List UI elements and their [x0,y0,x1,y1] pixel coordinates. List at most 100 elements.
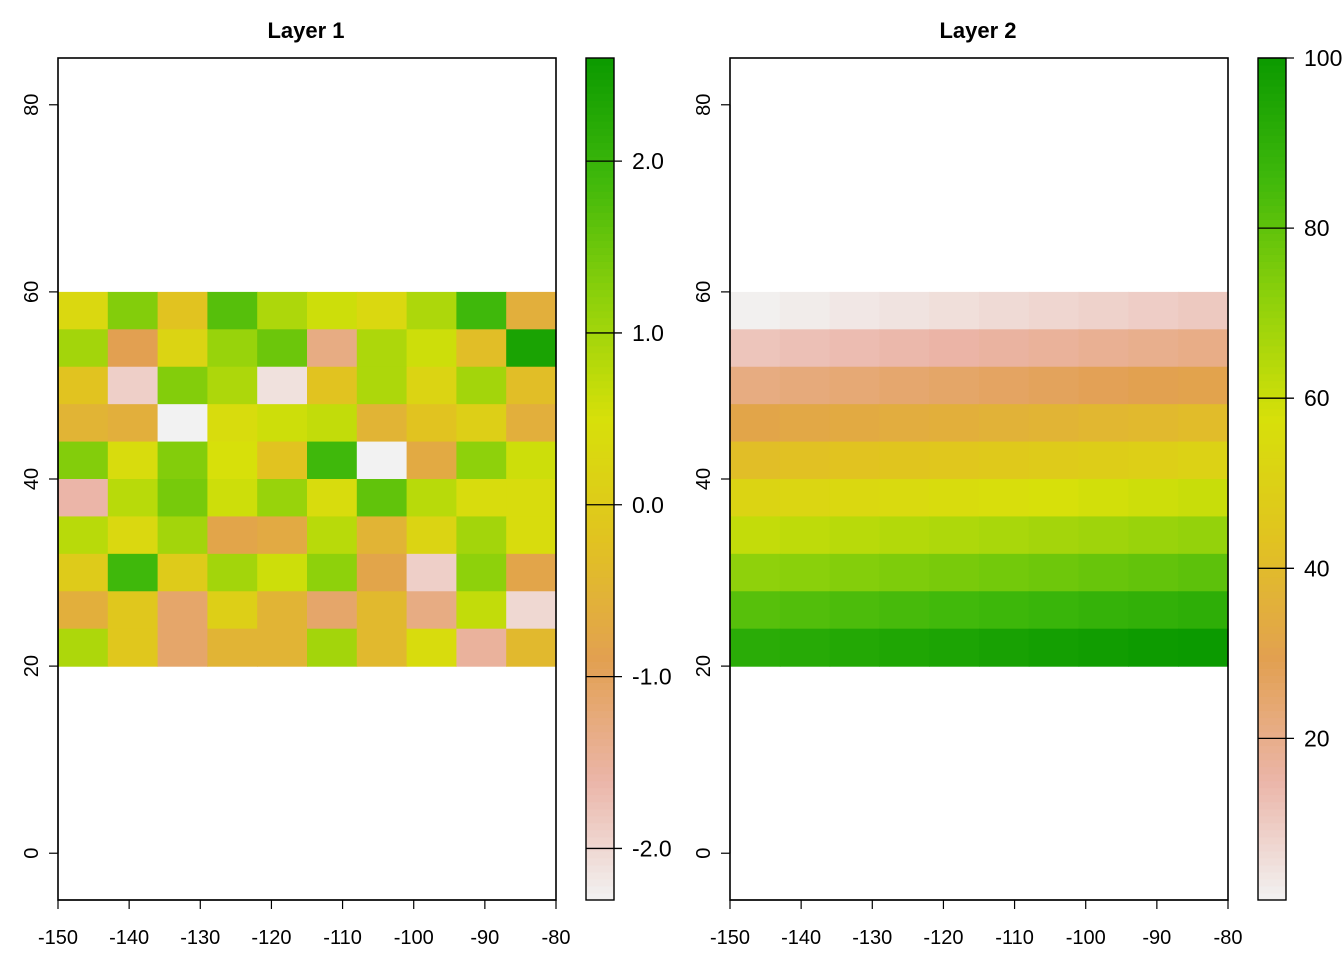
colorbar-step [586,429,614,438]
colorbar-step [586,415,614,424]
colorbar-step [586,191,614,199]
raster-cell [406,553,457,592]
colorbar-step [586,535,614,543]
colorbar-step [1258,843,1286,852]
colorbar-step [586,759,614,768]
colorbar-step [1258,450,1286,459]
x-tick-label: -90 [470,927,499,949]
colorbar-frame [585,57,615,901]
colorbar-tick-label: 2.0 [632,148,664,174]
colorbar-step [1258,226,1286,234]
colorbar-step [586,268,614,277]
raster-cell [58,291,109,330]
colorbar-step [1258,731,1286,740]
colorbar-tick-label: 60 [1304,385,1330,411]
colorbar-step [1258,647,1286,655]
colorbar-step [586,457,614,466]
colorbar-step [1258,261,1286,269]
raster-cell [506,479,557,518]
raster-cell [207,591,258,630]
raster-cell [929,329,980,368]
raster-cell [979,291,1030,330]
colorbar-step [1258,696,1286,705]
colorbar-step [586,100,614,108]
raster-cell [257,516,308,555]
raster-cell [107,628,159,667]
colorbar-step [586,801,614,810]
colorbar-step [586,584,614,592]
panel-layer-2: Layer 2 -150 -140 -130 -120 -110 -100 -90 -80 0 2… [693,18,1342,949]
raster-cell [506,404,557,443]
raster-cell [207,628,258,667]
colorbar-step [1258,282,1286,291]
raster-cell [1028,404,1080,443]
colorbar-step [1258,170,1286,178]
raster-cell [58,366,109,405]
raster-cell [107,291,159,330]
x-tick-label: -110 [995,927,1034,949]
colorbar-step [586,654,614,662]
raster-cell [779,516,831,555]
colorbar-step [1258,654,1286,662]
raster-cell [879,479,930,518]
colorbar-step [586,871,614,880]
colorbar-step [586,212,614,220]
raster-cell [257,441,308,480]
colorbar-step [586,731,614,740]
raster-cell [779,553,831,592]
colorbar-step [586,254,614,262]
colorbar-step [1258,815,1286,824]
y-tick-label: 40 [693,468,715,490]
colorbar-step [1258,72,1286,80]
raster-cell [406,479,457,518]
colorbar-step [586,556,614,564]
colorbar-step [586,563,614,571]
colorbar-step [1258,563,1286,571]
colorbar-step [1258,640,1286,648]
colorbar-step [586,324,614,333]
raster-cell [107,441,159,480]
colorbar-step [1258,577,1286,585]
panel-layer-1: Layer 1 -150 -140 -130 -120 -110 -100 -90 -80 0 2… [21,18,672,949]
colorbar-step [586,822,614,831]
colorbar-step [586,275,614,284]
raster-cell [730,441,781,480]
colorbar-step [586,717,614,726]
colorbar-tick-label: 100 [1304,45,1342,71]
colorbar-step [586,689,614,698]
colorbar-step [1258,58,1286,66]
raster-cell [157,553,208,592]
colorbar-step [586,521,614,529]
raster-cell [456,553,507,592]
colorbar-step [586,149,614,157]
colorbar-step [1258,443,1286,452]
colorbar-step [586,542,614,550]
raster-cell [257,591,308,630]
raster-cell [107,553,159,592]
raster-cell [1078,291,1129,330]
colorbar-step [1258,619,1286,627]
raster-cell [979,628,1030,667]
colorbar-step [586,633,614,641]
colorbar-step [1258,275,1286,284]
colorbar-step [1258,338,1286,347]
raster-cell [1128,628,1179,667]
colorbar-step [586,885,614,894]
colorbar-step [586,240,614,248]
raster-cell [730,479,781,518]
colorbar-step [586,493,614,501]
x-tick-label: -110 [323,927,362,949]
colorbar-step [586,331,614,340]
raster-cell [356,404,408,443]
raster-cell [929,404,980,443]
colorbar-step [586,296,614,305]
panel-title: Layer 2 [939,18,1016,43]
colorbar-step [586,864,614,873]
raster-cell [979,366,1030,405]
raster-cell [1028,516,1080,555]
colorbar-step [1258,163,1286,171]
raster-cell [1128,441,1179,480]
raster-cell [207,329,258,368]
raster-cell [506,591,557,630]
colorbar-step [1258,801,1286,810]
